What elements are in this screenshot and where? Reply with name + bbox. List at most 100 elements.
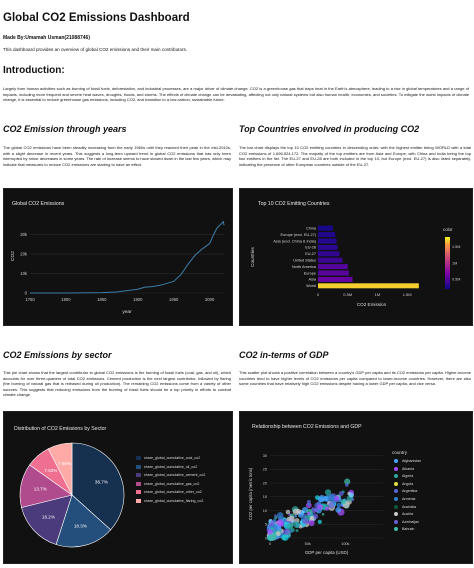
pie-value-label: 36.7% <box>95 479 108 484</box>
bar <box>318 225 333 231</box>
scatter-point <box>274 514 277 517</box>
scatter-point <box>328 501 335 509</box>
scatter-legend-label: Austria <box>402 512 414 517</box>
scatter-point <box>306 511 311 516</box>
scatter-point <box>288 515 295 522</box>
scatter-point <box>275 531 281 537</box>
line-xtick-label: 1950 <box>169 297 179 302</box>
intro-heading: Introduction: <box>3 65 65 76</box>
pie-value-label: 18.3% <box>74 524 87 529</box>
scatter-ytick-label: 20 <box>263 481 267 485</box>
scatter-xtick-label: 0 <box>269 542 271 546</box>
legend-marker <box>394 459 398 463</box>
legend-swatch <box>136 456 141 460</box>
colorbar-tick-label: 0.5M <box>452 278 460 282</box>
scatter-legend-item[interactable]: Australia <box>394 504 416 509</box>
scatter-xtick-label: 100k <box>341 542 349 546</box>
pie-legend-item[interactable]: share_global_cumulative_cement_co2 <box>136 473 205 477</box>
scatter-point <box>296 508 302 515</box>
scatter-point <box>311 507 315 511</box>
scatter-legend-item[interactable]: Afghanistan <box>394 459 421 463</box>
section-heading-gdp: CO2 in-terms of GDP <box>239 350 329 360</box>
bar-category-label: Europe <box>304 271 316 275</box>
scatter-legend-label: Australia <box>402 504 416 509</box>
scatter-legend-item[interactable]: Argentina <box>394 489 417 494</box>
scatter-ytick-label: 25 <box>263 468 267 472</box>
scatter-ytick-label: 15 <box>263 495 267 499</box>
scatter-legend-label: Algeria <box>402 474 414 479</box>
colorbar-tick-label: 1M <box>452 261 457 265</box>
colorbar-tick-label: 1.5M <box>452 245 460 249</box>
scatter-point <box>345 483 349 487</box>
scatter-ytick-label: 5 <box>265 523 267 527</box>
scatter-point <box>276 519 284 527</box>
pie-legend-item[interactable]: share_global_cumulative_gas_co2 <box>136 481 199 486</box>
bar-xtick-label: 1.5M <box>403 292 412 297</box>
line-ytick-label: 10k <box>20 271 28 276</box>
scatter-legend-item[interactable]: Angola <box>394 481 414 486</box>
scatter-point <box>270 527 274 531</box>
scatter-point <box>267 529 273 535</box>
scatter-chart-panel: Relationship between CO2 Emissions and G… <box>239 411 473 564</box>
pie-legend-label: share_global_cumulative_flaring_co2 <box>144 498 204 503</box>
bar-xaxis-label: CO2 Emission <box>357 302 387 307</box>
scatter-legend-title: country <box>392 450 408 455</box>
page-title: Global CO2 Emissions Dashboard <box>3 12 190 24</box>
scatter-legend-item[interactable]: Armenia <box>394 497 415 501</box>
pie-chart: 36.7% 18.3% 16.2% 13.7% 7.63%7.56% <box>19 442 125 548</box>
bar-chart: China Europe (excl. EU-27) Asia (excl. Chi… <box>250 225 460 307</box>
legend-swatch <box>136 464 141 469</box>
scatter-point <box>324 489 332 496</box>
section-text-gdp: This scatter plot shows a positive corre… <box>239 370 471 386</box>
scatter-legend-item[interactable]: Austria <box>394 512 414 517</box>
page-subtitle: This dashboard provides an overview of g… <box>3 47 188 52</box>
line-xtick-label: 1900 <box>133 297 143 302</box>
scatter-point <box>314 495 320 500</box>
scatter-point <box>328 494 335 501</box>
scatter-xaxis-label: GDP per capita (USD) <box>305 550 349 555</box>
legend-swatch <box>136 473 141 477</box>
scatter-legend-item[interactable]: Albania <box>394 466 414 471</box>
bar-category-label: Asia (excl. China & India) <box>273 239 316 243</box>
bar-chart-title: Top 10 CO2 Emitting Countries <box>258 201 330 207</box>
legend-swatch <box>136 481 141 486</box>
scatter-point <box>276 512 284 519</box>
scatter-point <box>314 508 319 512</box>
scatter-point <box>336 502 342 508</box>
pie-legend-item[interactable]: share_global_cumulative_coal_co2 <box>136 456 200 460</box>
pie-chart-panel: Distribution of CO2 Emissions by Sector … <box>3 411 233 564</box>
scatter-point <box>269 533 277 541</box>
pie-legend-label: share_global_cumulative_cement_co2 <box>144 473 206 477</box>
scatter-legend-label: Azerbaijan <box>402 519 419 524</box>
pie-legend-label: share_global_cumulative_coal_co2 <box>144 456 201 460</box>
scatter-point <box>273 518 277 522</box>
bar-category-label: World <box>306 284 316 288</box>
scatter-legend-label: Albania <box>402 466 414 471</box>
legend-swatch <box>136 498 141 503</box>
scatter-legend-item[interactable]: Bahrain <box>394 527 414 532</box>
scatter-point <box>276 535 280 540</box>
scatter-legend-label: Armenia <box>402 497 416 501</box>
legend-marker <box>394 489 398 494</box>
line-xaxis-label: year <box>122 309 132 315</box>
bar <box>318 264 348 270</box>
intro-text: Largely from human activities such as bu… <box>3 86 469 102</box>
section-text-countries: The bar chart displays the top 10 CO2 em… <box>239 145 471 167</box>
section-heading-sector: CO2 Emissions by sector <box>3 350 112 360</box>
pie-legend-item[interactable]: share_global_cumulative_other_co2 <box>136 490 202 494</box>
pie-slice <box>21 494 73 545</box>
bar-category-label: EU-27 <box>305 252 316 256</box>
scatter-legend-item[interactable]: Algeria <box>394 474 414 479</box>
pie-legend-item[interactable]: share_global_cumulative_flaring_co2 <box>136 498 204 503</box>
line-xtick-label: 1800 <box>61 297 71 302</box>
scatter-chart-title: Relationship between CO2 Emissions and G… <box>252 424 362 430</box>
pie-legend-item[interactable]: share_global_cumulative_oil_co2 <box>136 464 197 469</box>
scatter-point <box>341 498 347 505</box>
scatter-legend-label: Angola <box>402 481 414 486</box>
bar-category-label: United States <box>293 259 316 263</box>
legend-marker <box>394 481 398 486</box>
bar-chart-panel: Top 10 CO2 Emitting Countries China Europ… <box>239 188 473 326</box>
scatter-legend-item[interactable]: Azerbaijan <box>394 519 419 524</box>
section-text-years: The global CO2 emissions have been stead… <box>3 145 231 167</box>
